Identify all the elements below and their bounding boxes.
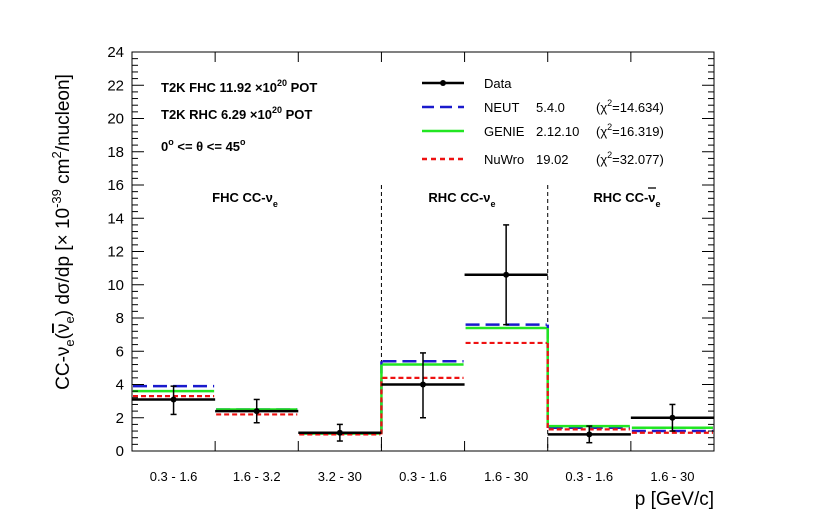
y-tick-label: 20 [107, 111, 124, 128]
y-tick-label: 6 [116, 343, 124, 360]
legend-chi2-nuwro: (χ2=32.077) [596, 150, 664, 167]
legend-version-genie: 2.12.10 [536, 124, 579, 139]
y-tick-label: 4 [116, 377, 124, 394]
data-point [253, 408, 260, 415]
y-tick-label: 12 [107, 244, 124, 261]
legend-chi2-genie: (χ2=16.319) [596, 122, 664, 139]
x-axis-title: p [GeV/c] [635, 489, 714, 510]
data-point [586, 431, 593, 438]
x-tick-label: 1.6 - 30 [650, 469, 694, 484]
data-points [132, 224, 714, 444]
info-text: T2K FHC 11.92 ×1020 POT T2K RHC 6.29 ×10… [161, 78, 317, 154]
x-tick-label: 1.6 - 3.2 [233, 469, 281, 484]
legend-entry-neut: NEUT 5.4.0 (χ2=14.634) [422, 98, 664, 115]
y-tick-label: 14 [107, 210, 124, 227]
x-axis: 0.3 - 1.6 1.6 - 3.2 3.2 - 30 0.3 - 1.6 1.6 -… [131, 52, 715, 484]
y-tick-label: 22 [107, 77, 124, 94]
data-point [503, 271, 510, 278]
region-label-rhc-nuebar: RHC CC-νe [593, 190, 660, 209]
legend-chi2-neut: (χ2=14.634) [596, 98, 664, 115]
y-tick-label: 2 [116, 410, 124, 427]
region-label-fhc-nue: FHC CC-νe [212, 190, 278, 209]
legend-label-genie: GENIE [484, 124, 525, 139]
legend-entry-genie: GENIE 2.12.10 (χ2=16.319) [422, 122, 664, 139]
legend-label-data: Data [484, 76, 512, 91]
data-point [170, 396, 177, 403]
y-tick-label: 10 [107, 277, 124, 294]
legend-entry-nuwro: NuWro 19.02 (χ2=32.077) [422, 150, 664, 167]
x-tick-label: 0.3 - 1.6 [150, 469, 198, 484]
legend-version-neut: 5.4.0 [536, 100, 565, 115]
info-theta-range: 0o <= θ <= 45o [161, 137, 246, 154]
x-tick-label: 3.2 - 30 [318, 469, 362, 484]
y-tick-label: 16 [107, 177, 124, 194]
legend: Data NEUT 5.4.0 (χ2=14.634) GENIE 2.12.1… [422, 76, 664, 167]
y-tick-label: 8 [116, 310, 124, 327]
legend-label-neut: NEUT [484, 100, 519, 115]
x-tick-label: 0.3 - 1.6 [399, 469, 447, 484]
y-tick-label: 18 [107, 144, 124, 161]
x-tick-label: 0.3 - 1.6 [565, 469, 613, 484]
region-dividers [380, 185, 549, 451]
legend-version-nuwro: 19.02 [536, 152, 569, 167]
info-fhc-pot: T2K FHC 11.92 ×1020 POT [161, 78, 317, 95]
y-axis-title: CC-νe(νe) dσ/dp [× 10-39 cm2/nucleon] [49, 74, 77, 390]
region-labels: FHC CC-νe RHC CC-νe RHC CC-νe [212, 187, 661, 209]
region-label-rhc-nue: RHC CC-νe [428, 190, 495, 209]
legend-label-nuwro: NuWro [484, 152, 524, 167]
y-tick-label: 0 [116, 443, 124, 460]
legend-marker-data [440, 80, 446, 86]
data-point [420, 381, 426, 388]
info-rhc-pot: T2K RHC 6.29 ×1020 POT [161, 105, 312, 122]
x-tick-label: 1.6 - 30 [484, 469, 528, 484]
data-point [336, 429, 343, 436]
y-tick-label: 24 [107, 44, 124, 61]
legend-entry-data: Data [422, 76, 512, 91]
data-point [669, 414, 676, 421]
